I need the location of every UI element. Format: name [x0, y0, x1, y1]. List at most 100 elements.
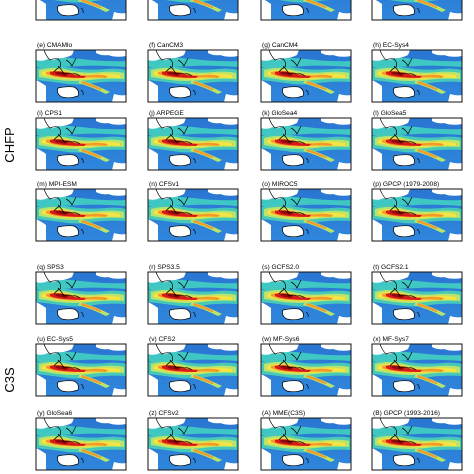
precipitation-map: [36, 189, 126, 241]
panel-title: (k) GloSea4: [262, 110, 298, 117]
panel-title: (r) SPS3.5: [149, 264, 180, 271]
precipitation-map: [261, 50, 351, 102]
panel-title: (q) SPS3: [37, 264, 64, 271]
map-panel: [260, 0, 352, 21]
panel-title: (h) EC-Sys4: [373, 42, 409, 49]
map-frame: [35, 417, 127, 471]
map-frame: [260, 343, 352, 397]
map-frame: [35, 271, 127, 325]
precipitation-map: [148, 344, 238, 396]
panel-title: (y) GloSea6: [37, 410, 73, 417]
precipitation-map: [261, 272, 351, 324]
map-frame: [260, 188, 352, 242]
map-panel: (g) CanCM4: [260, 42, 352, 103]
precipitation-map: [36, 118, 126, 170]
map-panel: (y) GloSea6: [35, 410, 127, 471]
map-panel: (w) MF-Sys6: [260, 336, 352, 397]
map-frame: [371, 343, 463, 397]
precipitation-map: [36, 344, 126, 396]
map-panel: [147, 0, 239, 21]
map-panel: (z) CFSv2: [147, 410, 239, 471]
precipitation-map: [372, 118, 462, 170]
map-panel: (u) EC-Sys5: [35, 336, 127, 397]
precipitation-map: [372, 418, 462, 470]
panel-title: (A) MME(C3S): [262, 410, 305, 417]
precipitation-map: [148, 189, 238, 241]
panel-title: (p) GPCP (1979-2008): [373, 181, 439, 188]
map-panel: (p) GPCP (1979-2008): [371, 181, 463, 242]
map-panel: (A) MME(C3S): [260, 410, 352, 471]
group-label: C3S: [2, 367, 17, 393]
precipitation-map: [36, 272, 126, 324]
panel-title: (B) GPCP (1993-2016): [373, 410, 440, 417]
panel-title: (o) MIROC5: [262, 181, 298, 188]
map-panel: [371, 0, 463, 21]
panel-title: (n) CFSv1: [149, 181, 179, 188]
map-panel: (s) GCFS2.0: [260, 264, 352, 325]
map-panel: (i) CPS1: [35, 110, 127, 171]
panel-title: (l) GloSea5: [373, 110, 407, 117]
map-frame: [35, 343, 127, 397]
panel-title: (x) MF-Sys7: [373, 336, 409, 343]
panel-title: (t) GCFS2.1: [373, 264, 409, 271]
precipitation-map: [148, 418, 238, 470]
precipitation-map: [372, 0, 462, 20]
map-frame: [35, 49, 127, 103]
map-frame: [371, 417, 463, 471]
precipitation-map: [36, 0, 126, 20]
map-panel: (x) MF-Sys7: [371, 336, 463, 397]
map-panel: (r) SPS3.5: [147, 264, 239, 325]
map-frame: [260, 271, 352, 325]
map-frame: [147, 343, 239, 397]
map-frame: [147, 117, 239, 171]
group-label: CHFP: [2, 127, 17, 162]
map-panel: (j) ARPEGE: [147, 110, 239, 171]
map-frame: [371, 117, 463, 171]
map-panel: (q) SPS3: [35, 264, 127, 325]
map-frame: [35, 188, 127, 242]
map-frame: [260, 0, 352, 21]
precipitation-map: [372, 272, 462, 324]
precipitation-map: [148, 118, 238, 170]
precipitation-map: [372, 50, 462, 102]
precipitation-map: [261, 0, 351, 20]
panel-title: (e) CMAMlo: [37, 42, 73, 49]
map-frame: [371, 188, 463, 242]
panel-title: (f) CanCM3: [149, 42, 183, 49]
map-frame: [260, 417, 352, 471]
precipitation-map: [372, 344, 462, 396]
panel-title: (v) CFS2: [149, 336, 176, 343]
precipitation-map: [261, 344, 351, 396]
map-frame: [260, 49, 352, 103]
panel-title: (j) ARPEGE: [149, 110, 184, 117]
precipitation-map: [148, 0, 238, 20]
map-frame: [147, 49, 239, 103]
panel-title: (m) MPI-ESM: [37, 181, 77, 188]
map-panel: [35, 0, 127, 21]
map-frame: [35, 0, 127, 21]
map-panel: (k) GloSea4: [260, 110, 352, 171]
panel-title: (w) MF-Sys6: [262, 336, 300, 343]
map-frame: [147, 271, 239, 325]
map-panel: (v) CFS2: [147, 336, 239, 397]
panel-title: (u) EC-Sys5: [37, 336, 73, 343]
panel-title: (s) GCFS2.0: [262, 264, 299, 271]
map-panel: (f) CanCM3: [147, 42, 239, 103]
map-panel: (n) CFSv1: [147, 181, 239, 242]
precipitation-map: [261, 118, 351, 170]
map-panel: (e) CMAMlo: [35, 42, 127, 103]
map-frame: [35, 117, 127, 171]
map-frame: [371, 49, 463, 103]
map-panel: (t) GCFS2.1: [371, 264, 463, 325]
map-frame: [260, 117, 352, 171]
precipitation-map: [372, 189, 462, 241]
map-frame: [147, 0, 239, 21]
precipitation-map: [261, 189, 351, 241]
panel-title: (i) CPS1: [37, 110, 62, 117]
map-panel: (B) GPCP (1993-2016): [371, 410, 463, 471]
map-panel: (h) EC-Sys4: [371, 42, 463, 103]
precipitation-map: [148, 272, 238, 324]
map-frame: [147, 188, 239, 242]
map-panel: (o) MIROC5: [260, 181, 352, 242]
